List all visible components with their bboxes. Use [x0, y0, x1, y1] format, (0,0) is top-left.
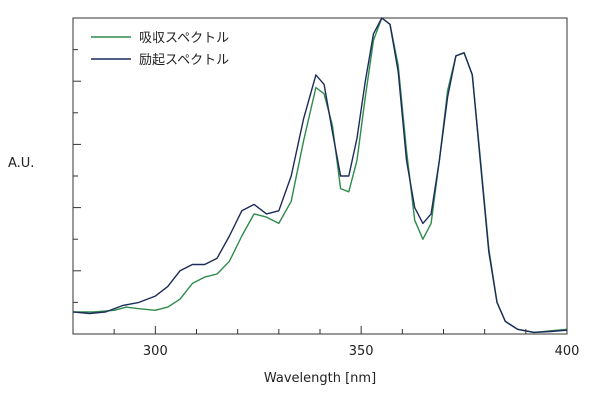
y-axis-label: A.U. [8, 156, 34, 171]
y-axis-ticks [73, 17, 81, 335]
x-tick-label: 300 [143, 344, 168, 359]
x-tick-label: 350 [349, 344, 374, 359]
x-axis-ticks: 300 350 400 [72, 326, 580, 359]
x-tick-label: 400 [555, 344, 580, 359]
legend-label-2: 励起スペクトル [139, 53, 229, 68]
legend-label-1: 吸収スペクトル [139, 31, 229, 46]
series-line-2 [72, 17, 568, 334]
series-layer [72, 17, 568, 334]
x-axis-label: Wavelength [nm] [264, 371, 376, 386]
